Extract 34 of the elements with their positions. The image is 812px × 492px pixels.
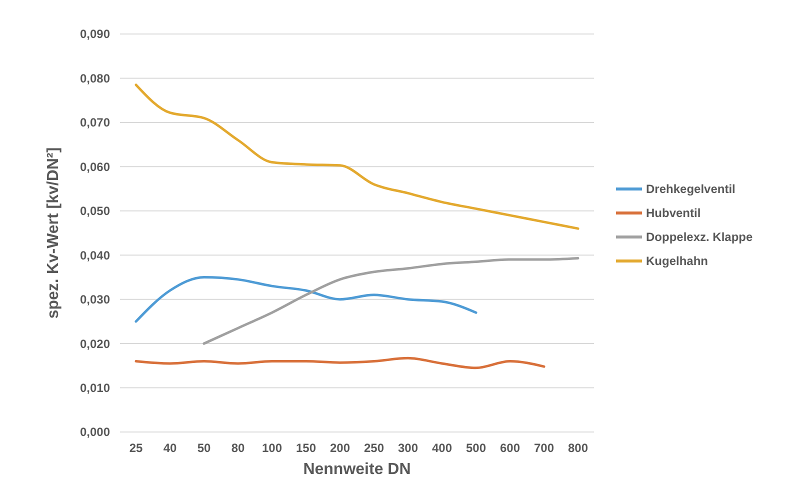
x-tick-label: 80 [231,441,245,455]
x-tick-label: 50 [197,441,211,455]
line-series [134,356,546,370]
x-tick-label: 150 [296,441,316,455]
line-series [134,276,478,323]
y-tick-label: 0,090 [80,27,110,42]
x-tick-label: 40 [163,441,177,455]
legend-label: Kugelhahn [646,254,708,268]
x-tick-label: 200 [330,441,350,455]
y-tick-label: 0,030 [80,292,110,307]
y-tick-label: 0,070 [80,116,110,130]
line-series [202,256,580,345]
y-axis-title: spez. Kv-Wert [kv/DN²] [45,147,62,319]
x-tick-label: 250 [364,441,384,455]
y-tick-label: 0,050 [80,204,110,218]
y-tick-label: 0,040 [80,248,110,262]
x-tick-label: 500 [466,441,486,455]
x-axis-title: Nennweite DN [303,461,411,478]
x-tick-label: 600 [500,441,520,455]
legend-label: Drehkegelventil [646,182,736,196]
x-tick-label: 800 [568,441,588,455]
y-tick-label: 0,010 [80,380,110,395]
y-tick-label: 0,020 [80,336,110,351]
y-tick-label: 0,080 [80,71,110,86]
line-series [134,84,580,230]
x-tick-label: 25 [129,441,143,455]
x-tick-label: 400 [432,441,452,455]
legend-label: Hubventil [646,206,701,220]
x-tick-label: 100 [262,441,282,455]
y-tick-label: 0,000 [80,425,110,440]
legend-label: Doppelexz. Klappe [646,230,754,244]
y-tick-label: 0,060 [80,160,110,174]
x-tick-label: 700 [534,441,554,455]
x-tick-label: 300 [398,441,418,455]
